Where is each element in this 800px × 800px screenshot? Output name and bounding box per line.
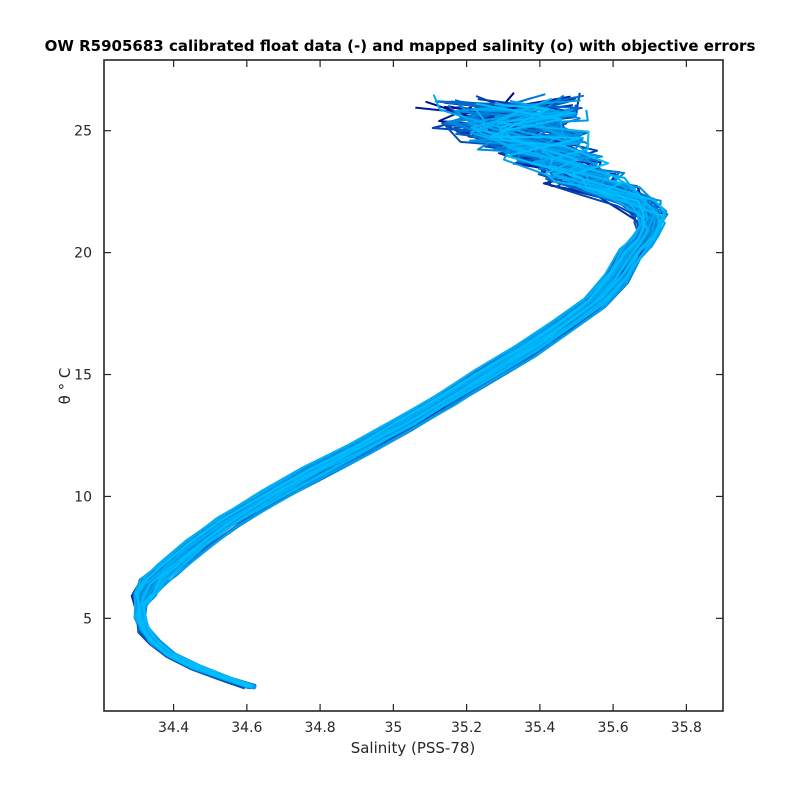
x-tick-label: 35.8	[671, 720, 702, 736]
y-tick-label: 20	[74, 246, 92, 262]
x-tick-label: 34.8	[305, 720, 336, 736]
profile-lines	[130, 92, 669, 690]
x-axis-label: Salinity (PSS-78)	[351, 739, 476, 757]
y-tick-label: 10	[74, 489, 92, 505]
y-tick-label: 5	[83, 611, 92, 627]
x-tick-label: 35.4	[524, 720, 555, 736]
y-axis-label: θ ° C	[56, 368, 74, 405]
plot-area	[104, 60, 723, 711]
x-tick-label: 35.6	[598, 720, 629, 736]
x-tick-label: 35.2	[451, 720, 482, 736]
x-tick-label: 34.4	[158, 720, 189, 736]
y-tick-label: 15	[74, 368, 92, 384]
y-tick-label: 25	[74, 124, 92, 140]
y-axis-ticks: 5 10 15 20 25	[74, 124, 723, 627]
x-tick-label: 34.6	[231, 720, 262, 736]
chart-title: OW R5905683 calibrated float data (-) an…	[45, 37, 756, 55]
profile-line	[134, 109, 646, 687]
profile-line	[141, 102, 666, 687]
x-axis-ticks: 34.4 34.6 34.8 35 35.2 35.4 35.6 35.8	[158, 60, 702, 736]
axes-box	[103, 59, 724, 712]
x-tick-label: 35	[384, 720, 402, 736]
profile-line	[135, 103, 646, 688]
